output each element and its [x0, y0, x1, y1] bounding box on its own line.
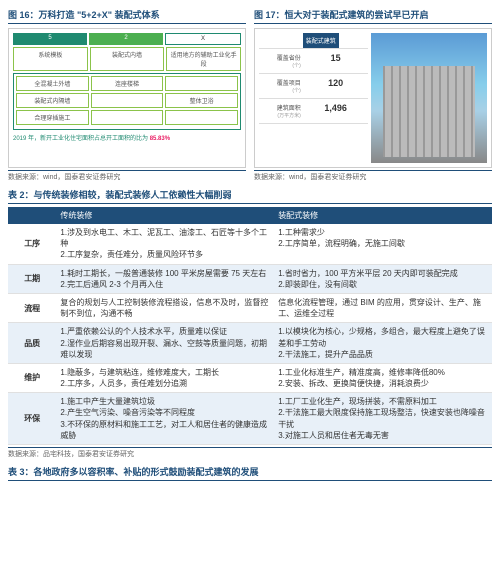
- table-row: 品质1.严重依赖公认的个人技术水平，质量难以保证2.湿作业后期容易出现开裂、漏水…: [8, 323, 492, 364]
- table-category: 维护: [8, 363, 56, 392]
- fig16-source: 数据来源：wind，国泰君安证券研究: [8, 170, 246, 182]
- fig17-construction-photo: [371, 33, 487, 163]
- fig17-title: 图 17：恒大对于装配式建筑的尝试早已开启: [254, 8, 492, 24]
- fig17-val-2: 1,496: [303, 99, 369, 123]
- table2-h0: [8, 207, 56, 224]
- table-traditional: 1.严重依赖公认的个人技术水平，质量难以保证2.湿作业后期容易出现开裂、漏水、空…: [56, 323, 274, 364]
- table2-title: 表 2：与传统装修相较，装配式装修人工依赖性大幅削弱: [8, 188, 492, 204]
- table-prefab: 1.以模块化为核心，少规格，多组合，最大程度上避免了误差和手工劳动2.干法施工，…: [274, 323, 492, 364]
- table-traditional: 复合的规划与人工控制装修流程搭设，信息不及时，监督控制不到位，沟通不畅: [56, 293, 274, 322]
- vk-cell: 合理穿插施工: [16, 110, 89, 125]
- vk-header-5: 5: [13, 33, 87, 45]
- fig17-unit-1: (个): [292, 88, 300, 94]
- vk-cell: [165, 76, 238, 91]
- table-prefab: 1.工厂工业化生产，现场拼装，不需原料加工2.干法施工最大限度保持施工现场整洁，…: [274, 393, 492, 445]
- fig17-unit-0: (个): [292, 63, 300, 69]
- fig17-header: 装配式建筑: [303, 33, 339, 48]
- fig17-table: 装配式建筑 覆盖省份(个) 15 覆盖项目(个) 120 建筑面积(万平方米): [259, 33, 368, 163]
- fig17-unit-2: (万平方米): [277, 113, 300, 119]
- table3-title: 表 3：各地政府多以容积率、补贴的形式鼓励装配式建筑的发展: [8, 465, 492, 481]
- figure-17: 图 17：恒大对于装配式建筑的尝试早已开启 装配式建筑 覆盖省份(个) 15: [254, 8, 492, 182]
- table-row: 流程复合的规划与人工控制装修流程搭设，信息不及时，监督控制不到位，沟通不畅信息化…: [8, 293, 492, 322]
- vk-header-x: X: [165, 33, 241, 45]
- vk-cell: 装配式内隔墙: [16, 93, 89, 108]
- table-category: 环保: [8, 393, 56, 445]
- fig17-body: 装配式建筑 覆盖省份(个) 15 覆盖项目(个) 120 建筑面积(万平方米): [254, 28, 492, 168]
- table-row: 维护1.隐蔽多，与建筑粘连，维修难度大，工期长2.工序多，人员多，责任难划分追溯…: [8, 363, 492, 392]
- table-category: 工序: [8, 224, 56, 264]
- table-category: 品质: [8, 323, 56, 364]
- vk-sub-2: 适用地方的辅助工业化手段: [166, 47, 241, 71]
- vk-cell: 全混凝土外墙: [16, 76, 89, 91]
- fig16-footer-num: 85.83%: [150, 136, 170, 142]
- table-prefab: 信息化流程管理，通过 BIM 的应用，贯穿设计、生产、施工、运维全过程: [274, 293, 492, 322]
- vk-cell: 整体卫浴: [165, 93, 238, 108]
- table-row: 工序1.涉及到水电工、木工、泥瓦工、油漆工、石匠等十多个工种2.工序复杂，责任难…: [8, 224, 492, 264]
- figure-16: 图 16：万科打造 "5+2+X" 装配式体系 5 2 X 系统模板 装配式内墙…: [8, 8, 246, 182]
- table2-source: 数据来源：品宅科技，国泰君安证券研究: [8, 447, 492, 459]
- table-row: 工期1.耗时工期长，一般普通装修 100 平米房屋需要 75 天左右2.完工后通…: [8, 264, 492, 293]
- vk-cell: [91, 110, 164, 125]
- fig17-val-1: 120: [303, 74, 369, 98]
- vk-cell: [91, 93, 164, 108]
- fig17-source: 数据来源：wind，国泰君安证券研究: [254, 170, 492, 182]
- fig16-title: 图 16：万科打造 "5+2+X" 装配式体系: [8, 8, 246, 24]
- fig17-val-0: 15: [303, 49, 369, 73]
- table2-h1: 传统装修: [56, 207, 274, 224]
- fig16-body: 5 2 X 系统模板 装配式内墙 适用地方的辅助工业化手段 全混凝土外墙 连座楼…: [8, 28, 246, 168]
- fig17-label-0: 覆盖省份: [277, 56, 301, 62]
- vk-header-2: 2: [89, 33, 163, 45]
- comparison-table: 传统装修 装配式装修 工序1.涉及到水电工、木工、泥瓦工、油漆工、石匠等十多个工…: [8, 207, 492, 445]
- table-traditional: 1.隐蔽多，与建筑粘连，维修难度大，工期长2.工序多，人员多，责任难划分追溯: [56, 363, 274, 392]
- vk-cell: 连座楼梯: [91, 76, 164, 91]
- table-traditional: 1.耗时工期长，一般普通装修 100 平米房屋需要 75 天左右2.完工后通风 …: [56, 264, 274, 293]
- table-prefab: 1.工种需求少2.工序简单，流程明确，无施工间歇: [274, 224, 492, 264]
- fig16-footer-text: 2019 年，新开工业化住宅面积占总开工面积的比为: [13, 136, 148, 142]
- fig16-footer: 2019 年，新开工业化住宅面积占总开工面积的比为 85.83%: [13, 133, 241, 142]
- fig17-label-2: 建筑面积: [277, 106, 301, 112]
- table-category: 工期: [8, 264, 56, 293]
- table-traditional: 1.涉及到水电工、木工、泥瓦工、油漆工、石匠等十多个工种2.工序复杂，责任难分，…: [56, 224, 274, 264]
- table-row: 环保1.施工中产生大量建筑垃圾2.产生空气污染、噪音污染等不同程度3.不环保的原…: [8, 393, 492, 445]
- vk-sub-0: 系统模板: [13, 47, 88, 71]
- vk-sub-1: 装配式内墙: [90, 47, 165, 71]
- table-prefab: 1.省时省力，100 平方米平层 20 天内即可装配完成2.即装即住，没有间歇: [274, 264, 492, 293]
- table2-h2: 装配式装修: [274, 207, 492, 224]
- fig17-label-1: 覆盖项目: [277, 81, 301, 87]
- table-traditional: 1.施工中产生大量建筑垃圾2.产生空气污染、噪音污染等不同程度3.不环保的原材料…: [56, 393, 274, 445]
- table-category: 流程: [8, 293, 56, 322]
- table-prefab: 1.工业化标准生产，精准度高，维修率降低80%2.安装、拆改、更换简便快捷，消耗…: [274, 363, 492, 392]
- vk-cell: [165, 110, 238, 125]
